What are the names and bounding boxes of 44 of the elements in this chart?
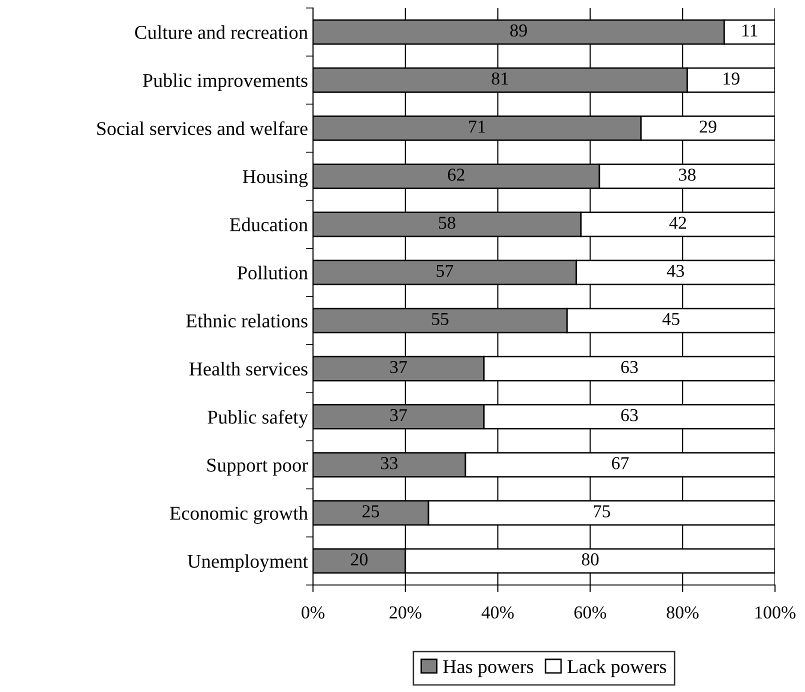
- x-tick-label: 20%: [390, 606, 422, 619]
- y-tick-label: Social services and welfare: [97, 121, 308, 136]
- data-label: 38: [679, 168, 696, 181]
- data-label: 63: [621, 409, 638, 422]
- data-label: 63: [621, 361, 638, 374]
- y-tick-label: Support poor: [207, 458, 308, 476]
- data-label: 55: [432, 313, 448, 326]
- data-label: 33: [381, 457, 398, 470]
- data-label: 43: [666, 264, 684, 277]
- data-label: 42: [669, 216, 686, 229]
- data-label: 37: [390, 361, 407, 374]
- data-label: 25: [362, 505, 380, 518]
- data-label: 89: [510, 24, 527, 37]
- data-label: 20: [350, 553, 368, 566]
- y-tick-label: Education: [230, 218, 308, 232]
- y-tick-label: Housing: [242, 170, 308, 188]
- y-tick-label: Pollution: [237, 266, 308, 280]
- data-label: 75: [594, 505, 610, 518]
- y-tick-label: Health services: [189, 362, 308, 376]
- data-label: 80: [582, 553, 599, 566]
- y-tick-label: Ethnic relations: [186, 314, 308, 328]
- y-tick-label: Unemployment: [188, 554, 308, 572]
- data-label: 45: [662, 313, 680, 326]
- data-label: 19: [724, 72, 740, 85]
- y-tick-label: Economic growth: [170, 506, 308, 524]
- data-label: 62: [448, 168, 464, 181]
- data-label: 81: [492, 72, 508, 85]
- x-tick-label: 60%: [574, 606, 606, 619]
- x-tick-label: 40%: [482, 606, 514, 619]
- y-tick-label: Public safety: [208, 410, 308, 428]
- x-tick-label: 0%: [302, 606, 324, 619]
- data-label: 57: [436, 264, 454, 277]
- data-label: 29: [700, 120, 716, 133]
- legend-label: Lack powers: [567, 659, 666, 678]
- data-label: 58: [439, 216, 456, 229]
- x-tick-label: 100%: [756, 606, 796, 619]
- data-label: 37: [390, 409, 407, 422]
- data-label: 71: [469, 120, 485, 133]
- y-tick-label: Culture and recreation: [135, 25, 308, 39]
- data-label: 67: [612, 457, 629, 470]
- data-label: 11: [742, 24, 758, 36]
- y-tick-label: Public improvements: [142, 73, 308, 92]
- x-tick-label: 80%: [666, 606, 699, 619]
- legend-label: Has powers: [443, 660, 534, 678]
